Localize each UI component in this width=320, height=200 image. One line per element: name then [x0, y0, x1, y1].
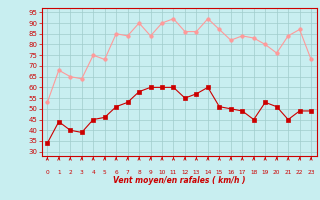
X-axis label: Vent moyen/en rafales ( km/h ): Vent moyen/en rafales ( km/h )	[113, 176, 245, 185]
